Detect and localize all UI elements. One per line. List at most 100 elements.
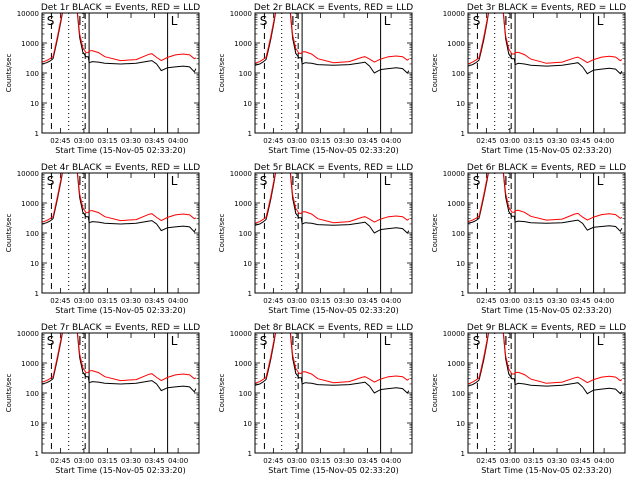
series-line-lld [468, 13, 623, 65]
chart-title: Det 9r BLACK = Events, RED = LLD [467, 323, 626, 333]
x-axis-label: Start Time (15-Nov-05 02:33:20) [268, 306, 398, 315]
y-tick-label: 100 [239, 390, 252, 398]
x-tick-label: 03:00 [500, 457, 520, 465]
interval-annotation: L [171, 14, 178, 28]
x-tick-label: 03:45 [570, 137, 590, 145]
interval-annotation: L [171, 334, 178, 348]
chart-title: Det 2r BLACK = Events, RED = LLD [254, 3, 413, 13]
y-tick-label: 1000 [21, 200, 39, 208]
series-line-events [468, 13, 623, 75]
y-axis-label: Counts/sec [5, 214, 13, 253]
interval-annotation: I [78, 14, 82, 28]
y-tick-label: 10 [243, 100, 252, 108]
chart-panel: Det 8r BLACK = Events, RED = LLD Counts/s… [218, 323, 413, 475]
x-tick-label: 04:00 [168, 297, 188, 305]
y-tick-label: 100 [239, 70, 252, 78]
x-tick-label: 04:00 [594, 457, 614, 465]
x-tick-label: 02:45 [476, 297, 496, 305]
x-tick-label: 04:00 [381, 297, 401, 305]
chart-panel: Det 7r BLACK = Events, RED = LLD Counts/s… [5, 323, 200, 475]
series-line-lld [42, 173, 197, 223]
x-tick-label: 03:00 [74, 137, 94, 145]
interval-annotation: S [260, 174, 268, 188]
x-tick-label: 03:30 [121, 457, 141, 465]
series-line-lld [42, 333, 197, 383]
y-tick-label: 10000 [230, 330, 252, 338]
interval-annotation: L [597, 334, 604, 348]
x-tick-label: 03:00 [287, 457, 307, 465]
interval-annotation: I [504, 14, 508, 28]
y-tick-label: 100 [26, 70, 39, 78]
chart-title: Det 4r BLACK = Events, RED = LLD [41, 163, 200, 173]
chart-title: Det 3r BLACK = Events, RED = LLD [467, 3, 626, 13]
interval-annotation: L [384, 174, 391, 188]
x-tick-label: 03:30 [334, 297, 354, 305]
x-tick-label: 03:00 [287, 297, 307, 305]
x-tick-label: 03:15 [97, 137, 117, 145]
y-tick-label: 10000 [230, 170, 252, 178]
y-tick-label: 10 [243, 260, 252, 268]
y-tick-label: 100 [26, 230, 39, 238]
plot-frame [41, 332, 200, 454]
x-tick-label: 03:30 [547, 457, 567, 465]
chart-title: Det 7r BLACK = Events, RED = LLD [41, 323, 200, 333]
y-tick-label: 100 [452, 390, 465, 398]
y-tick-label: 100 [26, 390, 39, 398]
x-tick-label: 03:45 [144, 297, 164, 305]
x-tick-label: 03:30 [547, 297, 567, 305]
y-axis-label: Counts/sec [431, 54, 439, 93]
x-tick-label: 04:00 [168, 457, 188, 465]
y-tick-label: 100 [452, 70, 465, 78]
plot-frame [41, 172, 200, 294]
y-tick-label: 10 [456, 420, 465, 428]
x-tick-label: 03:30 [121, 137, 141, 145]
interval-annotation: I [291, 334, 295, 348]
plot-frame [254, 332, 413, 454]
series-line-lld [255, 13, 410, 64]
y-tick-label: 1 [35, 290, 39, 298]
x-tick-label: 03:00 [287, 137, 307, 145]
chart-panel: Det 3r BLACK = Events, RED = LLD Counts/s… [431, 3, 626, 155]
interval-annotation: I [504, 334, 508, 348]
chart-title: Det 1r BLACK = Events, RED = LLD [41, 3, 200, 13]
y-tick-label: 10 [30, 420, 39, 428]
y-tick-label: 10000 [17, 170, 39, 178]
interval-annotation: I [78, 334, 82, 348]
series-line-events [255, 13, 410, 74]
x-tick-label: 03:15 [310, 457, 330, 465]
x-tick-label: 02:45 [476, 137, 496, 145]
y-tick-label: 1 [35, 450, 39, 458]
interval-annotation: S [473, 334, 481, 348]
interval-annotation: L [597, 174, 604, 188]
x-axis-label: Start Time (15-Nov-05 02:33:20) [268, 146, 398, 155]
plot-frame [254, 12, 413, 134]
x-tick-label: 04:00 [381, 137, 401, 145]
y-tick-label: 10 [456, 260, 465, 268]
x-tick-label: 03:00 [500, 137, 520, 145]
interval-annotation: L [597, 14, 604, 28]
y-tick-label: 1000 [21, 40, 39, 48]
interval-annotation: S [473, 174, 481, 188]
chart-panel: Det 9r BLACK = Events, RED = LLD Counts/s… [431, 323, 626, 475]
x-tick-label: 03:15 [523, 137, 543, 145]
chart-panel: Det 1r BLACK = Events, RED = LLD Counts/s… [5, 3, 200, 155]
y-tick-label: 10 [30, 100, 39, 108]
plot-frame [467, 172, 626, 294]
y-tick-label: 10 [30, 260, 39, 268]
y-tick-label: 1 [461, 290, 465, 298]
interval-annotation: L [171, 174, 178, 188]
y-tick-label: 1 [461, 130, 465, 138]
x-tick-label: 03:30 [547, 137, 567, 145]
y-tick-label: 1000 [234, 40, 252, 48]
interval-annotation: L [384, 14, 391, 28]
x-axis-label: Start Time (15-Nov-05 02:33:20) [55, 146, 185, 155]
y-tick-label: 100 [239, 230, 252, 238]
y-tick-label: 1 [248, 130, 252, 138]
y-tick-label: 1000 [234, 200, 252, 208]
y-tick-label: 10 [456, 100, 465, 108]
series-line-lld [255, 333, 410, 384]
x-tick-label: 03:15 [523, 457, 543, 465]
x-axis-label: Start Time (15-Nov-05 02:33:20) [55, 466, 185, 475]
interval-annotation: S [260, 334, 268, 348]
x-tick-label: 03:45 [144, 457, 164, 465]
